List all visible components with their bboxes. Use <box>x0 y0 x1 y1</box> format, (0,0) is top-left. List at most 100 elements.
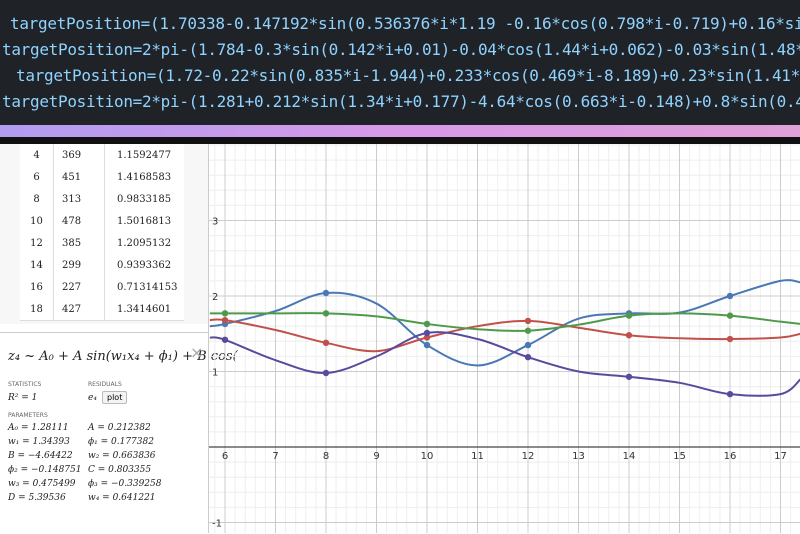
x-tick-label: 13 <box>572 451 585 462</box>
x-tick-label: 14 <box>623 451 636 462</box>
point <box>423 320 431 328</box>
x-tick-label: 7 <box>272 451 278 462</box>
close-button[interactable]: × <box>190 343 204 362</box>
table-row: 16 227 0.71314153 <box>20 276 184 299</box>
cell: 299 <box>62 260 82 271</box>
parameter: A = 0.212382 <box>88 423 151 433</box>
residual: e₄ <box>88 393 97 403</box>
y-tick-label: -1 <box>212 519 222 530</box>
table-row: 6 451 1.4168583 <box>20 166 184 189</box>
cell: 478 <box>62 216 82 227</box>
gradient-stripe <box>0 125 800 137</box>
point <box>726 312 734 319</box>
point <box>625 332 633 339</box>
cell: 18 <box>30 304 43 315</box>
x-tick-label: 12 <box>522 451 535 462</box>
divider <box>0 137 800 144</box>
x-tick-label: 17 <box>774 451 787 462</box>
parameter: w₂ = 0.663836 <box>88 451 156 461</box>
table-row: 18 427 1.3414601 <box>20 298 184 321</box>
cell: 14 <box>30 260 43 271</box>
x-tick-label: 15 <box>673 451 686 462</box>
point <box>726 335 734 343</box>
cell: 6 <box>33 172 40 183</box>
cell: 1.3414601 <box>117 304 172 315</box>
code-panel: targetPosition=(1.70338-0.147192*sin(0.5… <box>0 0 800 125</box>
cell: 369 <box>62 150 82 161</box>
x-tick-label: 9 <box>373 451 379 462</box>
y-tick-label: 1 <box>212 368 218 379</box>
point <box>726 292 734 300</box>
plot-button[interactable]: plot <box>102 391 128 404</box>
cell: 427 <box>62 304 82 315</box>
cell: 313 <box>62 194 82 205</box>
x-tick-label: 8 <box>323 451 329 462</box>
table-row: 10 478 1.5016813 <box>20 210 184 233</box>
point <box>322 339 330 347</box>
cell: 8 <box>33 194 40 205</box>
point <box>423 334 431 341</box>
code-line: targetPosition=(1.70338-0.147192*sin(0.5… <box>10 14 800 33</box>
x-tick-label: 10 <box>421 451 434 462</box>
parameter: B = −4.64422 <box>8 451 73 461</box>
point <box>322 310 330 317</box>
cell: 12 <box>30 238 43 249</box>
point <box>625 373 633 380</box>
label: STATISTICS <box>8 381 42 388</box>
table: 4 369 1.1592477 6 451 1.4168583 8 313 0.9833185 1… <box>0 144 208 324</box>
parameter: ϕ₂ = −0.148751 <box>8 465 82 475</box>
parameter: ϕ₃ = −0.339258 <box>88 479 162 489</box>
parameter: C = 0.803355 <box>88 465 152 475</box>
label: PARAMETERS <box>8 412 48 419</box>
code-line: targetPosition=(1.72-0.22*sin(0.835*i-1.… <box>16 66 800 85</box>
code-line: targetPosition=2*pi-(1.281+0.212*sin(1.3… <box>2 92 800 111</box>
curve <box>209 318 800 353</box>
parameter: w₄ = 0.641221 <box>88 493 156 503</box>
point <box>524 317 532 325</box>
cell: 0.9393362 <box>117 260 172 271</box>
y-tick-label: 2 <box>212 292 218 303</box>
x-tick-label: 16 <box>724 451 737 462</box>
curve <box>209 279 800 367</box>
cell: 1.1592477 <box>117 150 172 161</box>
point <box>322 289 330 297</box>
cell: 1.4168583 <box>117 172 172 183</box>
x-tick-label: 6 <box>222 451 228 462</box>
cell: 0.71314153 <box>117 282 178 293</box>
parameter: w₁ = 1.34393 <box>8 437 70 447</box>
cell: 16 <box>30 282 43 293</box>
point <box>221 336 229 343</box>
y-tick-label: 3 <box>212 217 218 228</box>
cell: 10 <box>30 216 43 227</box>
table-row: 4 369 1.1592477 <box>20 144 184 167</box>
regression: z₄ ~ A₀ + A sin(w₁x₄ + ϕ₁) + B cos( × ST… <box>0 332 238 534</box>
r-squared: R² = 1 <box>8 393 38 403</box>
point <box>221 310 229 317</box>
curve <box>209 331 800 397</box>
cell: 227 <box>62 282 82 293</box>
point <box>524 341 532 349</box>
formula: z₄ ~ A₀ + A sin(w₁x₄ + ϕ₁) + B cos( <box>8 349 238 364</box>
table-row: 12 385 1.2095132 <box>20 232 184 255</box>
graph: 6 7 8 9 10 11 12 13 14 15 16 17 3 2 1 -1 <box>209 144 800 533</box>
cell: 1.2095132 <box>117 238 172 249</box>
expression-panel: 4 369 1.1592477 6 451 1.4168583 8 313 0.9833185 1… <box>0 144 238 534</box>
cell: 385 <box>62 238 82 249</box>
cell: 0.9833185 <box>117 194 172 205</box>
table-row: 8 313 0.9833185 <box>20 188 184 211</box>
point <box>524 353 532 361</box>
point <box>625 312 633 319</box>
parameter: w₃ = 0.475499 <box>8 479 76 489</box>
x-tick-label: 11 <box>471 451 484 462</box>
cell: 451 <box>62 172 82 183</box>
table-row: 14 299 0.9393362 <box>20 254 184 277</box>
point <box>726 390 734 398</box>
point <box>423 341 431 349</box>
code-line: targetPosition=2*pi-(1.784-0.3*sin(0.142… <box>2 40 800 59</box>
point <box>524 327 532 334</box>
cell: 1.5016813 <box>117 216 172 227</box>
cell: 4 <box>33 150 40 161</box>
point <box>221 316 229 324</box>
point <box>423 329 431 337</box>
